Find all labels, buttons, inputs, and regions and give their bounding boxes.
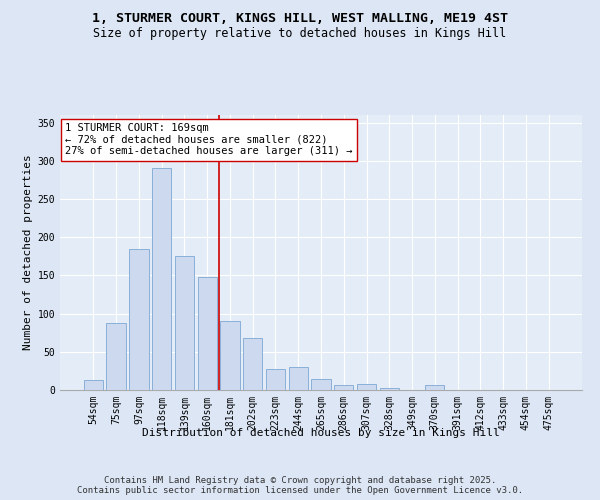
Bar <box>266 370 285 390</box>
Text: 1 STURMER COURT: 169sqm
← 72% of detached houses are smaller (822)
27% of semi-d: 1 STURMER COURT: 169sqm ← 72% of detache… <box>65 123 353 156</box>
Bar <box>106 323 126 390</box>
Y-axis label: Number of detached properties: Number of detached properties <box>23 154 34 350</box>
Text: Size of property relative to detached houses in Kings Hill: Size of property relative to detached ho… <box>94 28 506 40</box>
Text: 1, STURMER COURT, KINGS HILL, WEST MALLING, ME19 4ST: 1, STURMER COURT, KINGS HILL, WEST MALLI… <box>92 12 508 26</box>
Bar <box>84 380 103 390</box>
Bar <box>289 367 308 390</box>
Bar <box>425 386 445 390</box>
Bar <box>243 338 262 390</box>
Bar <box>380 388 399 390</box>
Bar <box>220 322 239 390</box>
Bar <box>175 256 194 390</box>
Text: Distribution of detached houses by size in Kings Hill: Distribution of detached houses by size … <box>142 428 500 438</box>
Bar <box>311 380 331 390</box>
Text: Contains HM Land Registry data © Crown copyright and database right 2025.
Contai: Contains HM Land Registry data © Crown c… <box>77 476 523 495</box>
Bar <box>357 384 376 390</box>
Bar <box>334 384 353 390</box>
Bar <box>152 168 172 390</box>
Bar <box>197 277 217 390</box>
Bar <box>129 248 149 390</box>
